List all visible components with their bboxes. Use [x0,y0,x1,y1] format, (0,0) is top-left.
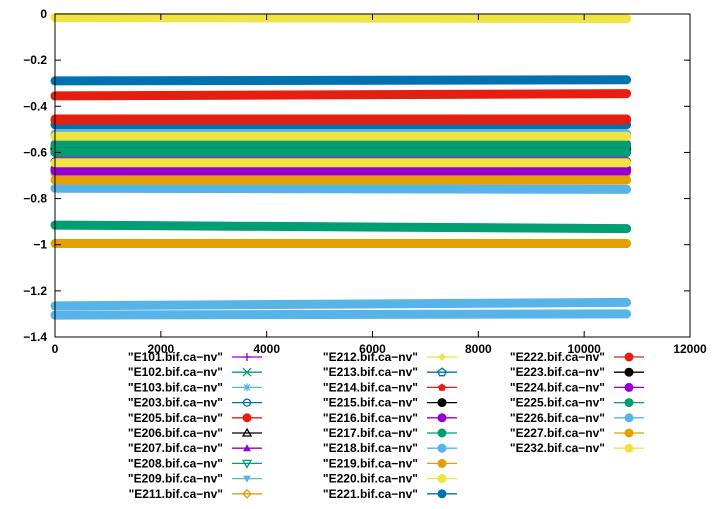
legend-label-25: "E227.bif.ca−nv" [510,426,605,440]
series-end-marker-17 [622,175,631,185]
y-tick-label: −0.8 [23,192,47,206]
legend-marker [242,367,252,377]
legend-marker [624,428,634,438]
series-layer [50,12,631,320]
legend-label-0: "E101.bif.ca−nv" [128,350,223,364]
legend-marker [437,458,447,468]
series-end-marker-20 [622,114,631,124]
legend-marker [242,398,252,407]
legend-label-23: "E225.bif.ca−nv" [510,396,605,410]
legend-label-20: "E222.bif.ca−nv" [510,350,605,364]
legend-marker [624,413,634,423]
legend-marker [624,352,634,362]
legend-marker [437,398,447,408]
legend-marker [437,443,447,453]
series-end-marker-16 [622,184,631,194]
series-end-marker-19 [622,75,631,85]
legend-marker [242,488,252,499]
legend-marker [437,474,447,484]
x-tick-label: 8000 [465,342,492,356]
series-end-marker-10 [622,14,631,24]
legend-label-9: "E211.bif.ca−nv" [129,487,223,501]
legend-marker [241,459,253,469]
series-end-marker-26 [622,158,631,168]
series-end-marker-15 [622,141,631,151]
legend-label-18: "E220.bif.ca−nv" [323,472,418,486]
legend-label-10: "E212.bif.ca−nv" [323,350,418,364]
series-line-12 [50,89,631,101]
legend-label-13: "E215.bif.ca−nv" [323,396,418,410]
legend-marker [624,443,634,453]
series-end-marker-24 [622,309,631,319]
series-line-16 [50,183,631,194]
series-line-8 [50,297,631,311]
series-end-marker-18 [622,131,631,141]
series-end-marker-7 [622,224,631,234]
series-end-marker-22 [622,165,631,175]
legend-label-19: "E221.bif.ca−nv" [323,487,418,501]
legend-marker [438,353,446,361]
legend-label-3: "E203.bif.ca−nv" [128,396,223,410]
legend-marker [437,489,447,499]
legend-label-6: "E207.bif.ca−nv" [128,441,223,455]
legend-marker [241,427,253,437]
series-line-7 [50,220,631,234]
legend-marker [243,444,251,452]
legend-marker [437,428,447,438]
x-tick-label: 4000 [253,342,280,356]
axis-ticks: 0 2000 4000 6000 8000 10000 12000 0 −0.2 −0.4 −0.6… [23,7,707,356]
legend-label-26: "E232.bif.ca−nv" [510,441,605,455]
legend-label-21: "E223.bif.ca−nv" [510,365,605,379]
legend: "E101.bif.ca−nv""E102.bif.ca−nv""E103.bi… [128,350,644,501]
x-tick-label: 6000 [359,342,386,356]
legend-label-12: "E214.bif.ca−nv" [323,380,418,394]
legend-label-2: "E103.bif.ca−nv" [128,380,223,394]
legend-marker [243,383,251,392]
series-line-24 [50,309,631,320]
legend-marker [243,353,251,361]
series-end-marker-25 [622,239,631,249]
legend-label-22: "E224.bif.ca−nv" [510,380,605,394]
x-tick-label: 2000 [147,342,174,356]
legend-marker [437,367,447,377]
legend-label-11: "E213.bif.ca−nv" [323,365,418,379]
series-end-marker-12 [622,89,631,99]
y-tick-label: −1.2 [23,284,47,298]
legend-label-17: "E219.bif.ca−nv" [323,456,418,470]
x-tick-label: 10000 [567,342,601,356]
y-tick-label: −1.4 [23,330,47,344]
series-end-marker-8 [622,297,631,307]
legend-marker [624,382,634,392]
series-line-10 [50,12,631,24]
y-tick-label: −0.4 [23,99,47,113]
legend-label-4: "E205.bif.ca−nv" [128,411,223,425]
y-tick-label: −1 [33,238,47,252]
legend-label-15: "E217.bif.ca−nv" [323,426,418,440]
legend-marker [437,413,447,423]
legend-marker [242,413,252,423]
legend-label-7: "E208.bif.ca−nv" [128,456,223,470]
legend-label-8: "E209.bif.ca−nv" [128,472,223,486]
legend-label-5: "E206.bif.ca−nv" [128,426,223,440]
y-tick-label: −0.6 [23,145,47,159]
legend-marker [624,398,634,408]
legend-label-16: "E218.bif.ca−nv" [323,441,418,455]
y-tick-label: 0 [40,7,47,21]
legend-marker [624,367,634,377]
legend-marker [438,383,446,391]
series-end-marker-23 [622,147,631,157]
y-tick-label: −0.2 [23,53,47,67]
legend-label-1: "E102.bif.ca−nv" [128,365,223,379]
x-tick-label: 0 [52,342,59,356]
legend-label-14: "E216.bif.ca−nv" [323,411,418,425]
legend-marker [243,475,251,483]
legend-label-24: "E226.bif.ca−nv" [510,411,605,425]
x-tick-label: 12000 [673,342,707,356]
series-line-19 [50,75,631,86]
